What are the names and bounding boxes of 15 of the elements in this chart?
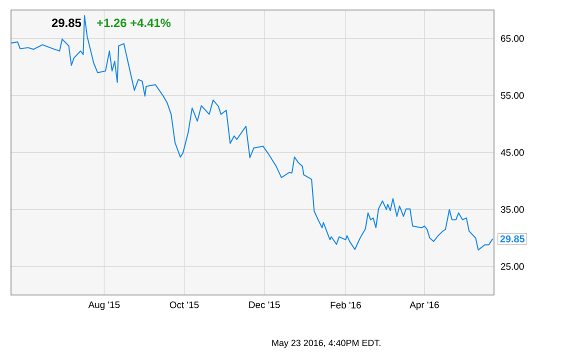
y-tick-label: 65.00	[501, 35, 524, 42]
x-tick-label: Feb '16	[330, 302, 361, 308]
x-tick-label: Dec '15	[249, 302, 280, 308]
text: 29.85	[52, 18, 82, 28]
y-tick-label: 25.00	[501, 263, 524, 270]
y-tick-label: 35.00	[500, 206, 524, 213]
x-tick-label: Aug '15	[88, 302, 120, 310]
text: May 23 2016, 4:40PM EDT.	[272, 340, 380, 348]
annotation: 29.85	[500, 235, 525, 242]
y-tick-label: 45.00	[500, 149, 524, 156]
x-tick-label: Apr '16	[410, 302, 439, 310]
line-series	[10, 15, 494, 251]
y-tick-label: 55.00	[500, 92, 524, 99]
text: +1.26 +4.41%	[97, 18, 171, 28]
x-tick-label: Oct '15	[170, 302, 199, 308]
